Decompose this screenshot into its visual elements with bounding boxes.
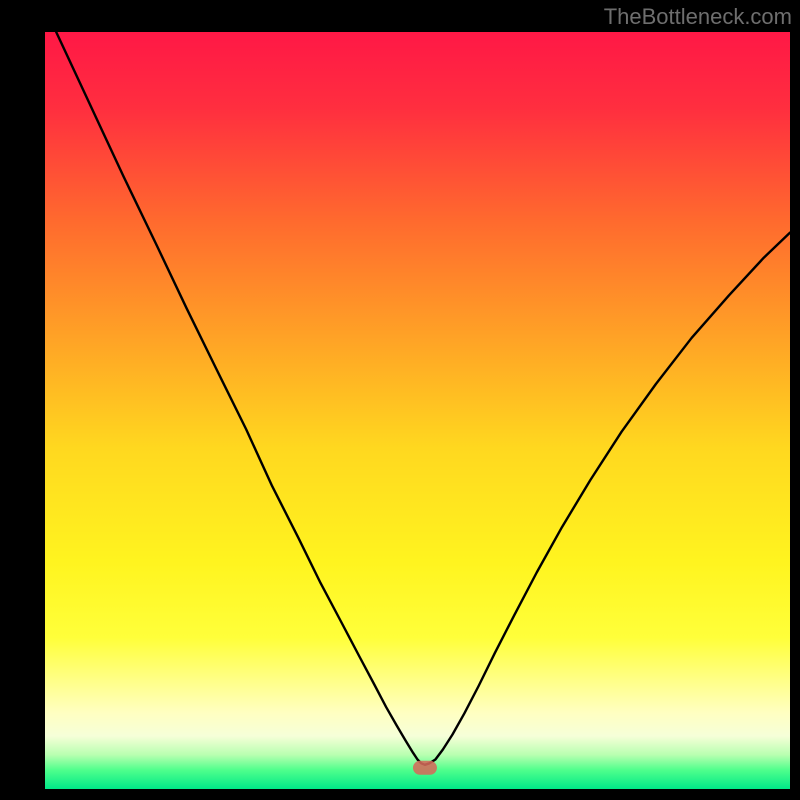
chart-container: TheBottleneck.com	[0, 0, 800, 800]
optimum-marker	[413, 761, 437, 775]
bottleneck-chart	[0, 0, 800, 800]
watermark-text: TheBottleneck.com	[604, 4, 792, 30]
plot-background	[45, 32, 790, 789]
